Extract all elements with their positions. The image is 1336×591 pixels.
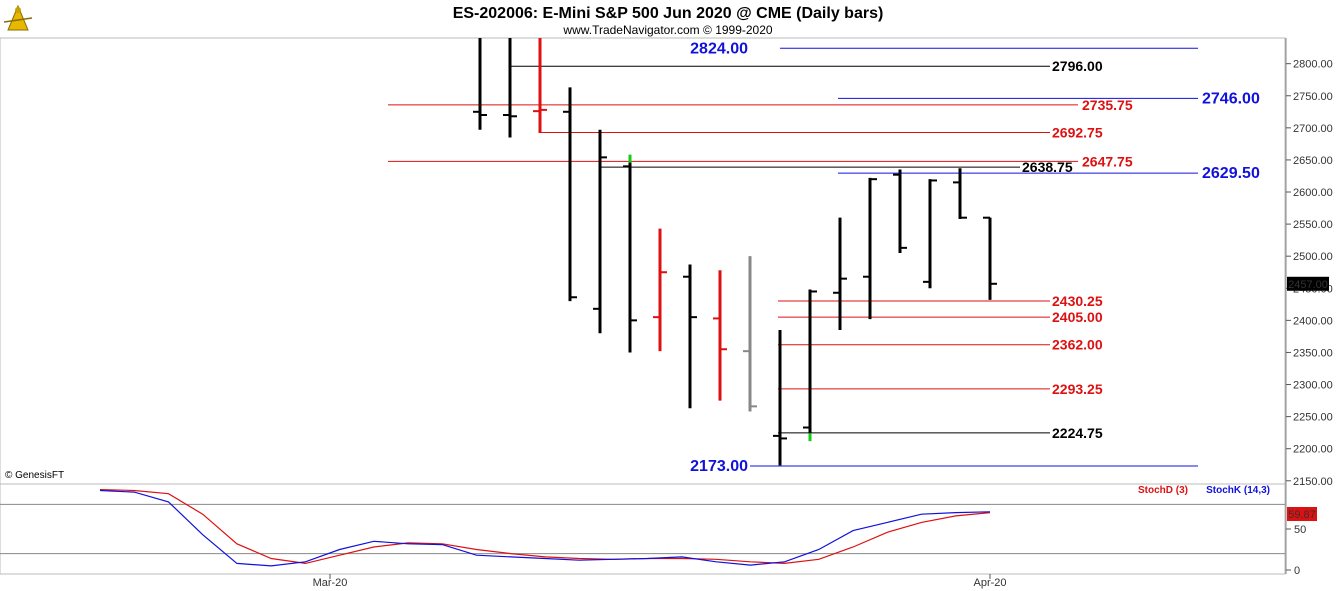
level-label: 2224.75 (1052, 425, 1103, 441)
price-tick-label: 2600.00 (1293, 187, 1333, 199)
price-tick-label: 2500.00 (1293, 251, 1333, 263)
level-label: 2796.00 (1052, 58, 1103, 74)
ohlc-bar (863, 177, 877, 320)
stoch-last-value: 59.87 (1288, 509, 1316, 521)
levels-layer: 2824.00 2796.00 2746.00 2735.75 2692.75 2647.… (388, 40, 1260, 475)
ohlc-bar (593, 129, 607, 334)
price-tick-label: 2650.00 (1293, 155, 1333, 167)
time-tick-label: Apr-20 (973, 577, 1006, 589)
ohlc-bar (713, 270, 727, 401)
price-tick-label: 2300.00 (1293, 380, 1333, 392)
bars-layer (473, 38, 997, 466)
level-label: 2173.00 (690, 458, 748, 475)
price-tick-label: 2800.00 (1293, 59, 1333, 71)
ohlc-bar (533, 38, 547, 133)
stoch-tick-label: 0 (1294, 565, 1300, 577)
stoch-k-line (99, 489, 991, 567)
ohlc-bar (563, 87, 577, 302)
price-tick-label: 2200.00 (1293, 444, 1333, 456)
stoch-k-legend: StochK (14,3) (1206, 485, 1270, 496)
stoch-d-legend: StochD (3) (1138, 485, 1188, 496)
level-label: 2647.75 (1082, 153, 1133, 169)
price-tick-label: 2400.00 (1293, 315, 1333, 327)
chart-subtitle: www.TradeNavigator.com © 1999-2020 (562, 23, 772, 37)
stoch-panel-frame (0, 483, 1286, 575)
ohlc-bar (683, 264, 697, 409)
ohlc-bar (803, 289, 817, 438)
ohlc-bar (743, 256, 757, 412)
price-tick-label: 2550.00 (1293, 219, 1333, 231)
stoch-d-line (99, 489, 991, 565)
ohlc-bar (893, 169, 907, 253)
price-axis: 2150.00 2200.00 2250.00 2300.00 2350.00 2400.… (1286, 59, 1333, 488)
level-label: 2692.75 (1052, 124, 1103, 140)
price-tick-label: 2700.00 (1293, 123, 1333, 135)
ohlc-bar (953, 168, 967, 219)
level-label: 2405.00 (1052, 309, 1103, 325)
level-label: 2293.25 (1052, 381, 1103, 397)
level-label: 2746.00 (1202, 90, 1260, 107)
time-axis: Mar-20 Apr-20 (313, 574, 1007, 589)
level-label: 2824.00 (690, 40, 748, 57)
last-price-label: 2457.00 (1288, 279, 1328, 291)
stochastic-panel: 0 50 (0, 489, 1306, 577)
ohlc-bar (503, 38, 517, 138)
ohlc-bar (983, 216, 997, 300)
watermark: © GenesisFT (5, 470, 64, 481)
level-label: 2629.50 (1202, 165, 1260, 182)
price-tick-label: 2750.00 (1293, 91, 1333, 103)
ohlc-bar (473, 38, 487, 130)
trade-navigator-logo-icon (3, 3, 33, 33)
time-tick-label: Mar-20 (313, 577, 348, 589)
level-label: 2638.75 (1022, 159, 1073, 175)
level-label: 2735.75 (1082, 97, 1133, 113)
level-label: 2430.25 (1052, 293, 1103, 309)
price-tick-label: 2250.00 (1293, 412, 1333, 424)
stoch-tick-label: 50 (1294, 524, 1306, 536)
price-tick-label: 2350.00 (1293, 347, 1333, 359)
ohlc-bar (623, 158, 637, 353)
level-label: 2362.00 (1052, 337, 1103, 353)
ohlc-bar (833, 217, 847, 330)
ohlc-bar (773, 329, 787, 466)
ohlc-bar (923, 179, 937, 289)
price-tick-label: 2150.00 (1293, 476, 1333, 488)
stoch-last-tag: 59.87 (1287, 507, 1317, 521)
ohlc-bar (653, 228, 667, 352)
chart-title: ES-202006: E-Mini S&P 500 Jun 2020 @ CME… (453, 5, 884, 22)
last-price-tag: 2457.00 (1287, 276, 1329, 291)
